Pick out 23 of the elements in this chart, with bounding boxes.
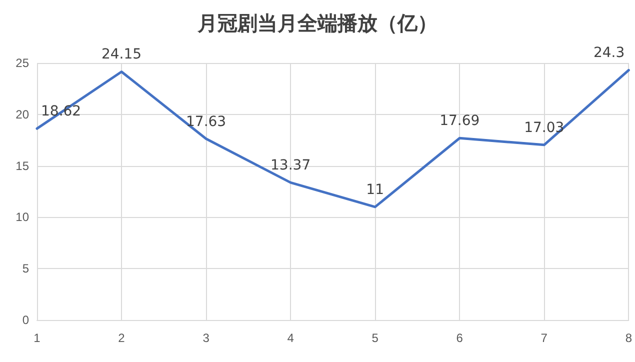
x-tick-label: 1	[34, 331, 41, 345]
data-label: 13.37	[270, 158, 311, 174]
line-series	[36, 68, 630, 208]
x-tick-label: 4	[287, 331, 294, 345]
x-tick-label: 2	[118, 331, 126, 345]
y-tick-label: 15	[16, 158, 30, 173]
x-tick-label: 7	[540, 331, 548, 345]
x-tick-label: 6	[456, 331, 464, 345]
y-tick-label: 5	[22, 262, 30, 276]
data-label: 17.03	[524, 120, 564, 136]
data-label: 17.63	[186, 114, 226, 130]
data-label: 24.3	[593, 45, 625, 62]
y-tick-label: 25	[16, 56, 30, 70]
x-tick-label: 3	[202, 331, 210, 345]
x-tick-label: 5	[372, 331, 379, 345]
data-label: 11	[366, 182, 384, 198]
data-label: 17.69	[440, 113, 480, 130]
x-tick-label: 8	[625, 331, 632, 345]
y-tick-label: 20	[16, 107, 30, 122]
y-tick-label: 10	[16, 210, 30, 224]
data-label: 24.15	[101, 46, 142, 63]
chart-title: 月冠剧当月全端播放（亿）	[196, 11, 438, 35]
y-tick-label: 0	[22, 313, 30, 327]
